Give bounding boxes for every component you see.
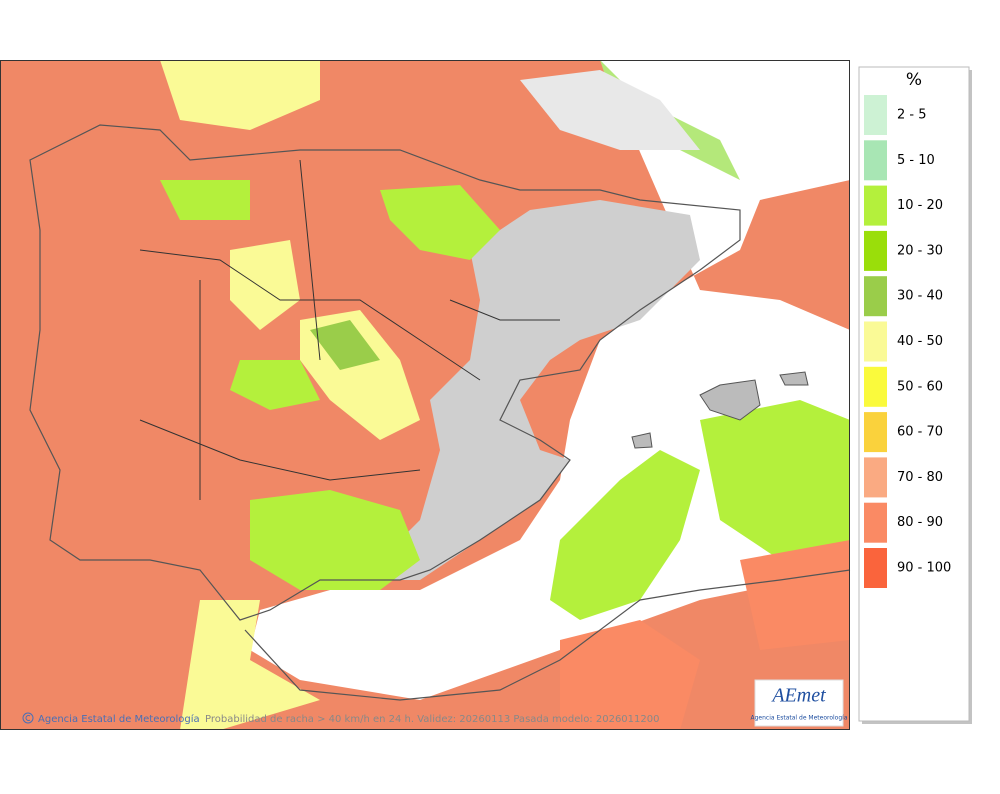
- legend-label: 80 - 90: [897, 515, 943, 530]
- zone-green: [160, 180, 250, 220]
- logo-box: [754, 679, 844, 727]
- zone-orange: [560, 620, 700, 730]
- zone-yellow: [180, 600, 320, 730]
- legend-swatch: [864, 95, 887, 135]
- coastline: [244, 569, 851, 701]
- island: [699, 379, 761, 421]
- copyright-icon: [22, 712, 34, 724]
- legend-swatch: [864, 366, 887, 407]
- legend-swatch: [864, 457, 887, 498]
- legend-label: 10 - 20: [897, 198, 943, 213]
- zone-green: [310, 320, 380, 370]
- zone-green: [550, 450, 700, 620]
- credit: Agencia Estatal de Meteorología: [38, 713, 200, 725]
- sea: [250, 60, 850, 700]
- legend-swatch: [864, 230, 887, 271]
- island: [779, 371, 809, 386]
- zone-yellow: [160, 60, 320, 130]
- zone-green: [700, 400, 850, 560]
- logo-subtitle: Agencia Estatal de Meteorología: [751, 715, 848, 722]
- legend-title: %: [906, 70, 922, 90]
- zone-green: [380, 185, 500, 260]
- legend-label: 2 - 5: [897, 108, 927, 123]
- legend-swatch: [864, 548, 887, 588]
- legend-swatch: [864, 502, 887, 543]
- legend-label: 70 - 80: [897, 470, 943, 485]
- legend-swatch: [864, 185, 887, 226]
- legend-label: 20 - 30: [897, 243, 943, 258]
- region-border: [139, 159, 560, 500]
- island: [631, 432, 653, 449]
- sea-gray: [520, 70, 700, 150]
- footer: Agencia Estatal de Meteorología Probabil…: [22, 712, 659, 725]
- legend-swatch: [864, 321, 887, 362]
- legend-label: 60 - 70: [897, 425, 943, 440]
- legend-swatch: [864, 276, 887, 317]
- copyright-icon: [25, 715, 31, 721]
- map: [0, 60, 851, 730]
- zone-yellow: [230, 240, 300, 330]
- zone-orange: [740, 540, 850, 650]
- zone-green: [250, 490, 420, 590]
- legend-label: 30 - 40: [897, 289, 943, 304]
- legend-swatch: [864, 140, 887, 181]
- legend-label: 90 - 100: [897, 561, 951, 576]
- logo-name: AEmet: [770, 685, 826, 707]
- legend-label: 50 - 60: [897, 379, 943, 394]
- coastline: [29, 124, 741, 621]
- legend: % 2 - 5 5 - 10 10 - 20 20 - 30 30 - 40 40 - 5…: [858, 66, 972, 724]
- logo: AEmet Agencia Estatal de Meteorología: [751, 679, 848, 727]
- map-frame: [0, 60, 850, 730]
- legend-swatch: [864, 412, 887, 453]
- caption: Probabilidad de racha > 40 km/h en 24 h.…: [205, 714, 659, 725]
- low-area: [360, 200, 700, 580]
- legend-label: 40 - 50: [897, 334, 943, 349]
- legend-label: 5 - 10: [897, 153, 935, 168]
- zone-green: [230, 360, 320, 410]
